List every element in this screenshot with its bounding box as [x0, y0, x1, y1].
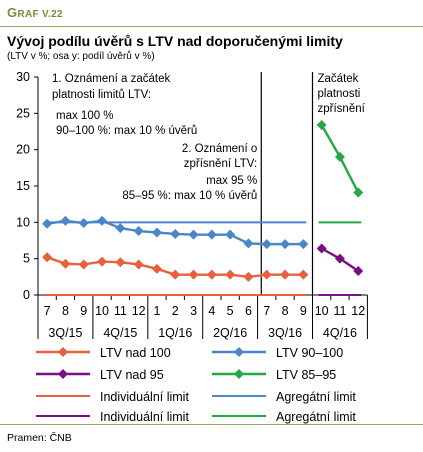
y-tick-label: 0 — [23, 288, 30, 302]
x-month-label: 3 — [190, 304, 197, 318]
data-point-series-1 — [170, 228, 181, 239]
legend-swatch-marker — [234, 369, 244, 379]
header-divider — [0, 26, 423, 27]
legend-label: LTV 90–100 — [276, 346, 343, 360]
data-point-series-3 — [353, 187, 364, 198]
x-month-label: 8 — [282, 304, 289, 318]
x-month-label: 11 — [114, 304, 127, 318]
data-point-series-0 — [151, 263, 162, 274]
data-point-series-1 — [60, 215, 71, 226]
data-point-series-0 — [243, 271, 254, 282]
data-point-series-1 — [206, 229, 217, 240]
legend-label: Individuální limit — [100, 390, 189, 404]
legend-label: Agregátní limit — [276, 410, 356, 424]
y-tick-label: 25 — [16, 106, 30, 120]
data-point-series-0 — [115, 257, 126, 268]
data-point-series-1 — [188, 229, 199, 240]
x-month-label: 8 — [62, 304, 69, 318]
chart-title: Vývoj podílu úvěrů s LTV nad doporučeným… — [7, 33, 343, 49]
data-point-series-0 — [188, 269, 199, 280]
data-point-series-1 — [97, 215, 108, 226]
y-tick-label: 5 — [23, 252, 30, 266]
legend-swatch-marker — [58, 369, 68, 379]
data-point-series-1 — [115, 223, 126, 234]
data-point-series-0 — [97, 256, 108, 267]
y-tick-label: 30 — [16, 70, 30, 84]
x-month-label: 12 — [351, 304, 365, 318]
data-point-series-0 — [225, 269, 236, 280]
x-quarter-label: 1Q/16 — [158, 326, 192, 340]
y-tick-label: 20 — [16, 143, 30, 157]
annotation-third: zpřísnění — [318, 103, 366, 115]
y-tick-label: 10 — [16, 215, 30, 229]
legend-label: Individuální limit — [100, 410, 189, 424]
data-point-series-2 — [353, 266, 364, 277]
legend-swatch-marker — [58, 347, 68, 357]
annotation-second: 2. Oznámení o — [182, 143, 257, 155]
x-month-label: 11 — [333, 304, 346, 318]
data-point-series-1 — [298, 239, 309, 250]
data-point-series-1 — [280, 239, 291, 250]
data-point-series-1 — [261, 239, 272, 250]
data-point-series-1 — [243, 238, 254, 249]
legend-label: Agregátní limit — [276, 390, 356, 404]
x-quarter-label: 3Q/16 — [268, 326, 302, 340]
x-month-label: 7 — [44, 304, 51, 318]
y-tick-label: 15 — [16, 179, 30, 193]
data-point-series-3 — [334, 151, 345, 162]
annotation-second: max 95 % — [206, 175, 257, 187]
x-month-label: 2 — [172, 304, 179, 318]
legend-swatch-marker — [234, 347, 244, 357]
annotation-first: max 100 % — [56, 110, 114, 122]
data-point-series-0 — [298, 269, 309, 280]
x-month-label: 7 — [263, 304, 270, 318]
data-point-series-1 — [151, 227, 162, 238]
legend-label: LTV nad 95 — [100, 368, 164, 382]
data-point-series-3 — [316, 119, 327, 130]
data-point-series-0 — [78, 259, 89, 270]
x-month-label: 9 — [300, 304, 307, 318]
data-point-series-0 — [206, 269, 217, 280]
annotation-first: 90–100 %: max 10 % úvěrů — [56, 125, 197, 137]
x-quarter-label: 2Q/16 — [213, 326, 247, 340]
data-point-series-0 — [280, 269, 291, 280]
x-quarter-label: 4Q/15 — [103, 326, 137, 340]
x-month-label: 4 — [208, 304, 215, 318]
data-point-series-2 — [334, 253, 345, 264]
data-point-series-0 — [133, 259, 144, 270]
x-month-label: 12 — [132, 304, 146, 318]
annotation-second: zpřísnění LTV: — [184, 158, 258, 170]
chart-source: Pramen: ČNB — [7, 432, 72, 444]
data-point-series-0 — [42, 252, 53, 263]
data-point-series-1 — [42, 218, 53, 229]
legend-label: LTV nad 100 — [100, 346, 171, 360]
x-month-label: 9 — [80, 304, 87, 318]
chart-subtitle: (LTV v %; osa y: podíl úvěrů v %) — [7, 51, 155, 62]
data-point-series-1 — [133, 226, 144, 237]
x-month-label: 5 — [227, 304, 234, 318]
legend-label: LTV 85–95 — [276, 368, 336, 382]
x-quarter-label: 3Q/15 — [48, 326, 82, 340]
data-point-series-0 — [261, 269, 272, 280]
x-month-label: 10 — [95, 304, 109, 318]
x-month-label: 6 — [245, 304, 252, 318]
annotation-first: platnosti limitů LTV: — [52, 89, 151, 101]
annotation-third: Začátek — [318, 73, 359, 85]
data-point-series-0 — [170, 269, 181, 280]
x-month-label: 10 — [315, 304, 329, 318]
footer-divider — [0, 424, 423, 425]
x-quarter-label: 4Q/16 — [323, 326, 357, 340]
annotation-second: 85–95 %: max 10 % úvěrů — [122, 190, 257, 202]
data-point-series-0 — [60, 258, 71, 269]
x-month-label: 1 — [153, 304, 160, 318]
figure-label: GRAF V.22 — [7, 5, 63, 20]
annotation-third: platnosti — [318, 88, 361, 100]
annotation-first: 1. Oznámení a začátek — [52, 73, 171, 85]
data-point-series-1 — [78, 218, 89, 229]
data-point-series-2 — [316, 243, 327, 254]
data-point-series-1 — [225, 229, 236, 240]
